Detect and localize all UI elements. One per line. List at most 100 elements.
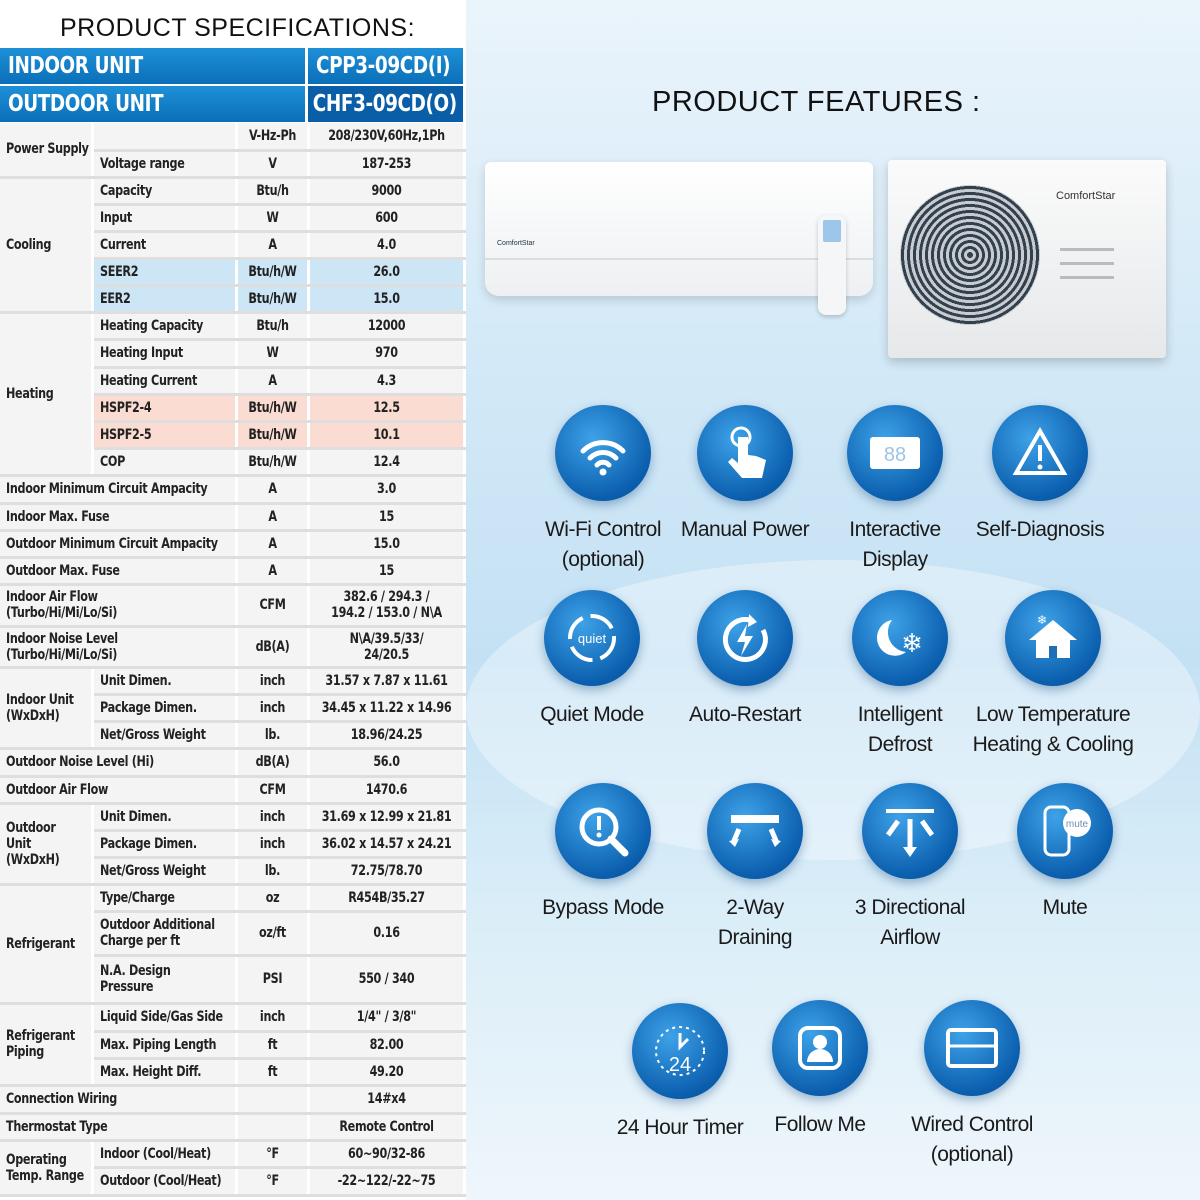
- spec-unit-cell: A: [236, 475, 310, 505]
- feature-item: mute Mute: [965, 783, 1165, 923]
- spec-unit-cell: inch: [236, 830, 310, 859]
- spec-parameter: Package Dimen.: [99, 835, 197, 852]
- spec-group-label: Power Supply: [6, 141, 89, 158]
- indoor-unit-header-bar: INDOOR UNIT: [0, 48, 305, 84]
- svg-text:mute: mute: [1066, 819, 1089, 830]
- spec-parameter: Connection Wiring: [6, 1091, 117, 1107]
- feature-label: Self-Diagnosis: [975, 518, 1105, 541]
- feature-item: Auto-Restart: [645, 590, 845, 730]
- spec-unit-cell: A: [236, 503, 310, 532]
- spec-group-label-cell: Power Supply: [0, 123, 94, 179]
- feature-item: Follow Me: [720, 1000, 920, 1140]
- feature-label: Interactive Display: [849, 518, 941, 571]
- spec-row: Heating Heating Capacity Btu/h 12000: [0, 312, 466, 477]
- spec-row: Voltage range V 187-253: [0, 150, 466, 179]
- spec-row: Max. Piping Length ft 82.00: [0, 1031, 466, 1060]
- spec-unit: °F: [265, 1173, 279, 1189]
- spec-unit: lb.: [264, 726, 280, 743]
- spec-unit: A: [267, 508, 277, 525]
- spec-parameter-cell: Heating Input: [92, 339, 238, 369]
- spec-parameter: Package Dimen.: [99, 699, 197, 716]
- spec-unit-cell: V: [236, 150, 310, 179]
- spec-value: 15.0: [372, 290, 400, 307]
- spec-value: 15.0: [372, 535, 400, 552]
- spec-row: HSPF2-5 Btu/h/W 10.1: [0, 421, 466, 450]
- spec-value-cell: 26.0: [308, 258, 466, 287]
- spec-value: 31.57 x 7.87 x 11.61: [324, 672, 448, 689]
- spec-value: 15: [378, 508, 394, 525]
- spec-parameter: Net/Gross Weight: [99, 862, 206, 879]
- spec-parameter: Indoor (Cool/Heat): [99, 1145, 211, 1162]
- feature-item: ❄ Intelligent Defrost: [800, 590, 1000, 760]
- spec-parameter-cell: Indoor Air Flow (Turbo/Hi/Mi/Lo/Si): [0, 584, 238, 628]
- spec-parameter-cell: HSPF2-5: [92, 421, 238, 450]
- spec-value-cell: N\A/39.5/33/ 24/20.5: [308, 626, 466, 669]
- spec-value-cell: 31.57 x 7.87 x 11.61: [308, 667, 466, 696]
- spec-parameter: Liquid Side/Gas Side: [99, 1009, 223, 1025]
- spec-parameter-cell: HSPF2-4: [92, 394, 238, 423]
- spec-unit: Btu/h/W: [247, 399, 297, 416]
- spec-parameter: Indoor Minimum Circuit Ampacity: [6, 481, 208, 497]
- spec-value: 187-253: [361, 155, 411, 172]
- spec-parameter-cell: [92, 123, 238, 152]
- spec-row: Outdoor Noise Level (Hi) dB(A) 56.0: [0, 748, 466, 778]
- spec-value: 34.45 x 11.22 x 14.96: [321, 699, 451, 716]
- spec-row: COP Btu/h/W 12.4: [0, 448, 466, 477]
- spec-parameter: Net/Gross Weight: [99, 726, 206, 743]
- spec-unit: A: [267, 562, 277, 579]
- spec-row: Operating Temp. Range Indoor (Cool/Heat) °…: [0, 1140, 466, 1197]
- spec-parameter-cell: EER2: [92, 285, 238, 314]
- spec-unit: inch: [259, 699, 285, 716]
- spec-parameter-cell: Liquid Side/Gas Side: [92, 1003, 238, 1033]
- spec-value-cell: 49.20: [308, 1058, 466, 1087]
- spec-value: 36.02 x 14.57 x 24.21: [321, 835, 451, 852]
- hand-press-icon: [697, 405, 793, 501]
- spec-unit-cell: Btu/h/W: [236, 394, 310, 423]
- spec-parameter-cell: Capacity: [92, 177, 238, 206]
- spec-parameter: HSPF2-5: [99, 426, 152, 443]
- spec-row: EER2 Btu/h/W 15.0: [0, 285, 466, 314]
- spec-parameter-cell: Unit Dimen.: [92, 667, 238, 696]
- spec-value: 12.4: [372, 453, 400, 470]
- feature-label: 24 Hour Timer: [616, 1116, 744, 1139]
- spec-parameter-cell: Heating Current: [92, 367, 238, 396]
- feature-item: Wired Control (optional): [872, 1000, 1072, 1170]
- feature-item: Self-Diagnosis: [940, 405, 1140, 545]
- spec-row: Connection Wiring 14#x4: [0, 1085, 466, 1115]
- spec-unit: oz: [265, 889, 279, 906]
- spec-value-cell: 382.6 / 294.3 / 194.2 / 153.0 / N\A: [308, 584, 466, 628]
- spec-unit: inch: [259, 835, 285, 852]
- spec-group-label: Indoor Unit (WxDxH): [6, 691, 74, 724]
- spec-value: 970: [374, 345, 398, 361]
- spec-parameter: Current: [99, 236, 146, 253]
- spec-row: Refrigerant Piping Liquid Side/Gas Side in…: [0, 1003, 466, 1087]
- follow-me-icon: [772, 1000, 868, 1096]
- indoor-unit-header: INDOOR UNIT: [8, 53, 143, 79]
- spec-unit: W: [265, 209, 279, 226]
- spec-unit: ft: [267, 1036, 277, 1053]
- spec-value-cell: 12.5: [308, 394, 466, 423]
- spec-row: Outdoor Additional Charge per ft oz/ft 0.1…: [0, 911, 466, 957]
- spec-parameter: COP: [99, 453, 125, 470]
- spec-parameter-cell: Outdoor Air Flow: [0, 776, 238, 805]
- wired-control-icon: [924, 1000, 1020, 1096]
- spec-value-cell: 15: [308, 503, 466, 532]
- spec-value: 26.0: [372, 263, 400, 280]
- spec-parameter: Indoor Air Flow (Turbo/Hi/Mi/Lo/Si): [6, 589, 118, 621]
- spec-value-cell: 12.4: [308, 448, 466, 477]
- restart-icon: [697, 590, 793, 686]
- spec-value-cell: 15.0: [308, 530, 466, 559]
- spec-parameter: Unit Dimen.: [99, 808, 172, 825]
- spec-value-cell: 36.02 x 14.57 x 24.21: [308, 830, 466, 859]
- spec-unit: PSI: [262, 971, 282, 987]
- spec-value: Remote Control: [338, 1118, 434, 1135]
- spec-unit-cell: A: [236, 231, 310, 260]
- spec-parameter-cell: Outdoor Noise Level (Hi): [0, 748, 238, 778]
- house-snow-icon: ❄: [1005, 590, 1101, 686]
- spec-parameter-cell: Outdoor Additional Charge per ft: [92, 911, 238, 957]
- feature-label: Auto-Restart: [689, 703, 801, 726]
- spec-row: Indoor Unit (WxDxH) Unit Dimen. inch 31.57 …: [0, 667, 466, 750]
- spec-value-cell: 34.45 x 11.22 x 14.96: [308, 694, 466, 723]
- spec-row: Cooling Capacity Btu/h 9000: [0, 177, 466, 314]
- fan-grille: [900, 185, 1040, 325]
